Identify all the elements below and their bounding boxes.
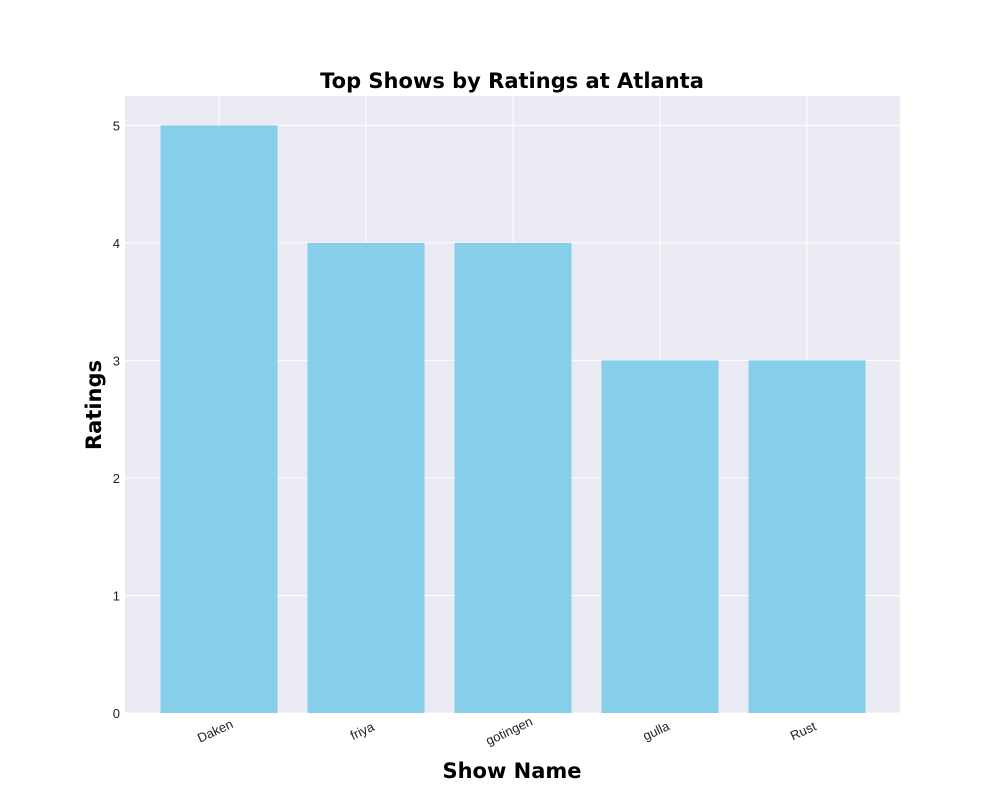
x-tick-label: gotingen: [483, 714, 535, 749]
y-axis-ticks: 0 1 2 3 4 5: [113, 118, 120, 721]
y-tick-label: 1: [113, 588, 120, 603]
bars: [160, 125, 866, 713]
bar-daken: [160, 125, 278, 713]
y-tick-label: 4: [113, 236, 120, 251]
y-tick-label: 0: [113, 706, 120, 721]
x-tick-label: Rust: [788, 718, 819, 743]
y-tick-label: 5: [113, 118, 120, 133]
chart-title: Top Shows by Ratings at Atlanta: [320, 69, 704, 93]
y-tick-label: 3: [113, 353, 120, 368]
bar-gotingen: [454, 242, 572, 713]
x-tick-label: Daken: [195, 716, 235, 745]
x-tick-label: gulla: [640, 718, 672, 744]
bar-friya: [307, 242, 425, 713]
x-tick-label: friya: [348, 719, 377, 743]
y-tick-label: 2: [113, 471, 120, 486]
x-axis-ticks: Daken friya gotingen gulla Rust: [195, 714, 819, 749]
y-axis-label: Ratings: [82, 360, 106, 450]
bar-gulla: [601, 360, 719, 713]
x-axis-label: Show Name: [442, 759, 581, 783]
bar-rust: [748, 360, 866, 713]
